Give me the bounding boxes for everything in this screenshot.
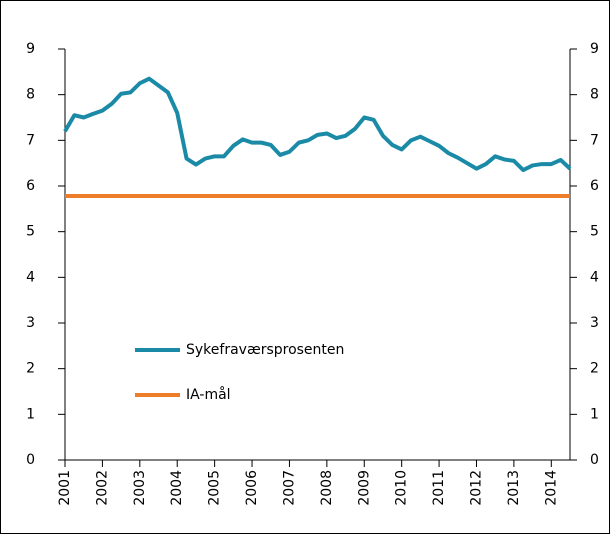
x-tick-label: 2003 [132, 470, 148, 506]
x-tick-label: 2010 [394, 470, 410, 506]
y-tick-label: 0 [26, 452, 35, 468]
legend-label: IA-mål [186, 386, 231, 403]
series-line [63, 76, 572, 173]
x-tick-label: 2004 [169, 470, 185, 506]
y-tick-label: 9 [26, 41, 35, 57]
y-tick-label: 6 [26, 178, 35, 194]
y2-tick-label: 3 [590, 315, 599, 331]
y-tick-label: 5 [26, 224, 35, 240]
y2-tick-label: 5 [590, 224, 599, 240]
x-tick-label: 2009 [356, 470, 372, 506]
y-tick-label: 4 [26, 269, 35, 285]
y2-tick-label: 8 [590, 87, 599, 103]
y2-tick-label: 0 [590, 452, 599, 468]
x-tick-label: 2005 [207, 470, 223, 506]
y2-tick-label: 9 [590, 41, 599, 57]
y-tick-label: 2 [26, 361, 35, 377]
y2-tick-label: 6 [590, 178, 599, 194]
x-tick-label: 2008 [319, 470, 335, 506]
y-tick-label: 3 [26, 315, 35, 331]
x-tick-label: 2013 [506, 470, 522, 506]
x-tick-label: 2007 [281, 470, 297, 506]
x-tick-label: 2012 [468, 470, 484, 506]
x-tick-label: 2006 [244, 470, 260, 506]
y2-tick-label: 4 [590, 269, 599, 285]
x-tick-label: 2001 [57, 470, 73, 506]
y2-tick-label: 2 [590, 361, 599, 377]
legend-label: Sykefraværsprosenten [186, 342, 344, 358]
x-tick-label: 2014 [543, 470, 559, 506]
y-tick-label: 8 [26, 87, 35, 103]
x-tick-label: 2011 [431, 470, 447, 506]
y-tick-label: 1 [26, 406, 35, 422]
y-tick-label: 7 [26, 132, 35, 148]
x-tick-label: 2002 [94, 470, 110, 506]
y2-tick-label: 1 [590, 406, 599, 422]
y2-tick-label: 7 [590, 132, 599, 148]
